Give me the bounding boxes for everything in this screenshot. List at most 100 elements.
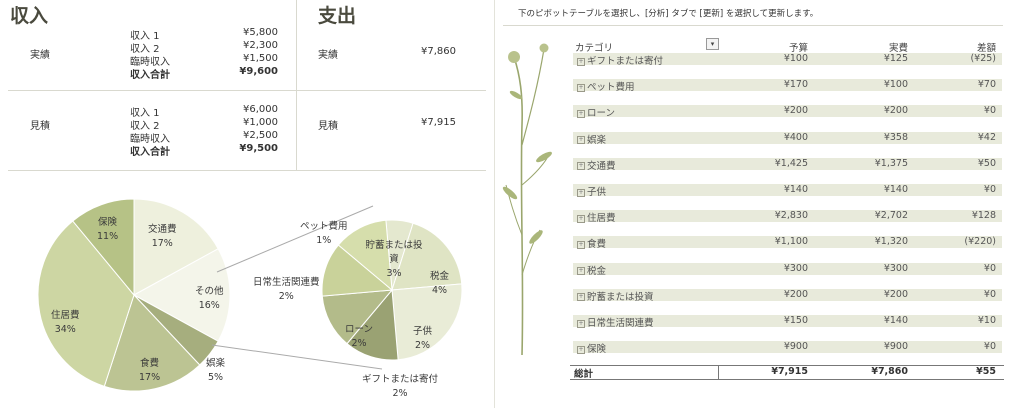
pivot-row-band [573,131,1002,144]
pivot-cell-diff: ¥10 [977,315,996,326]
pivot-row-category[interactable]: + 住居費 [577,210,616,224]
income-row-label: 収入 1 [130,31,160,42]
pivot-cell-diff: ¥0 [983,262,996,274]
pivot-cell-budget: ¥140 [783,184,808,195]
category-label: 食費 [587,239,607,251]
income-row-label: 収入 2 [130,44,160,55]
pivot-row-category[interactable]: + 子供 [577,184,606,198]
expense-estimate-value: ¥7,915 [421,117,456,128]
pivot-row-band [573,53,1002,65]
pivot-row-category[interactable]: + 娯楽 [577,132,606,146]
pivot-row-band [573,210,1002,223]
pie-of-pie-chart [37,198,463,392]
pivot-row-band [573,236,1002,249]
income-actual-label: 実績 [30,50,50,61]
income-row-value: ¥1,000 [243,117,278,128]
expense-estimate-label: 見積 [318,121,338,132]
category-label: ローン [587,108,616,120]
pivot-cell-actual: ¥100 [883,79,908,91]
expand-icon[interactable]: + [577,57,585,66]
income-actual-list: 収入 1 ¥5,800 収入 2 ¥2,300 臨時収入 ¥1,500 収入合計… [130,27,278,81]
pivot-cell-budget: ¥100 [783,53,808,64]
pivot-cell-actual: ¥1,320 [874,236,908,248]
income-row-label: 収入 1 [130,108,160,119]
pivot-row-category[interactable]: + ペット費用 [577,79,635,93]
secondary-pie [321,219,463,361]
pivot-cell-diff: ¥0 [983,288,996,300]
pivot-row-category[interactable]: + 税金 [577,263,606,277]
expand-icon[interactable]: + [577,293,585,302]
income-row: 収入 1 ¥6,000 [130,104,278,119]
pivot-cell-diff: (¥220) [964,236,996,248]
pivot-cell-diff: ¥128 [971,210,996,222]
category-label: 保険 [587,344,607,356]
pivot-row-band [573,315,1002,327]
expand-icon[interactable]: + [577,240,585,249]
pie-label: 日常生活関連費 2% [253,277,320,302]
expand-icon[interactable]: + [577,162,585,171]
pivot-row-category[interactable]: + 保険 [577,341,606,355]
header-actual: 実費 [888,43,908,54]
pivot-cell-actual: ¥200 [883,288,908,300]
pivot-total-row [570,365,1004,380]
pie-label: 保険 11% [97,217,119,242]
pie-label: その他 16% [195,286,224,311]
pivot-row-category[interactable]: + 食費 [577,236,606,250]
pie-label: ペット費用 1% [300,221,348,246]
expand-icon[interactable]: + [577,83,585,92]
pie-slice [132,248,231,342]
pie-slice [391,222,463,291]
income-row: 収入 2 ¥1,000 [130,117,278,132]
expense-actual-value: ¥7,860 [421,46,456,57]
main-pie [37,198,231,392]
income-row-label: 収入 2 [130,121,160,132]
pivot-row-category[interactable]: + 貯蓄または投資 [577,289,654,303]
category-label: 子供 [587,187,607,198]
income-total-label: 収入合計 [130,70,170,81]
income-total-row: 収入合計 ¥9,500 [130,143,278,158]
expand-icon[interactable]: + [577,267,585,276]
pivot-cell-actual: ¥140 [883,184,908,195]
income-total-label: 収入合計 [130,147,170,158]
filter-dropdown-icon[interactable]: ▾ [706,38,719,50]
expand-icon[interactable]: + [577,214,585,223]
income-row-value: ¥1,500 [243,53,278,64]
pivot-cell-budget: ¥200 [783,105,808,117]
pivot-row-category[interactable]: + 交通費 [577,158,616,172]
pie-slice [72,198,135,297]
income-total-value: ¥9,500 [239,143,278,154]
pivot-row-band [573,341,1002,354]
pivot-cell-diff: ¥0 [983,184,996,195]
pivot-cell-budget: ¥170 [783,79,808,91]
income-row-value: ¥6,000 [243,104,278,115]
pie-label: ギフトまたは寄付 2% [362,374,439,399]
pivot-row-band [573,184,1002,196]
income-total-value: ¥9,600 [239,66,278,77]
pivot-row-category[interactable]: + ギフトまたは寄付 [577,53,663,67]
expand-icon[interactable]: + [577,319,585,328]
pivot-cell-budget: ¥1,425 [774,157,808,169]
expand-icon[interactable]: + [577,345,585,354]
connector-line-bottom [211,344,383,370]
pivot-row-category[interactable]: + ローン [577,105,615,119]
pie-label: 税金 4% [430,271,450,296]
total-actual: ¥7,860 [871,366,908,377]
expand-icon[interactable]: + [577,188,585,197]
income-row-value: ¥5,800 [243,27,278,38]
pie-slice [391,283,463,361]
pie-slice [103,294,201,392]
pivot-row-band [573,157,1002,170]
expand-icon[interactable]: + [577,136,585,145]
pivot-cell-actual: ¥200 [883,105,908,117]
expand-icon[interactable]: + [577,109,585,118]
pivot-row-band [573,288,1002,301]
income-row-label: 臨時収入 [130,57,170,68]
pivot-row-category[interactable]: + 日常生活関連費 [577,315,654,329]
category-label: 貯蓄または投資 [587,291,654,303]
pivot-cell-diff: ¥0 [983,105,996,117]
category-label: 交通費 [587,160,616,172]
category-label: 日常生活関連費 [587,318,654,329]
pie-label: 住居費 34% [51,310,80,335]
income-row: 臨時収入 ¥2,500 [130,130,278,145]
pie-slice [37,220,135,387]
